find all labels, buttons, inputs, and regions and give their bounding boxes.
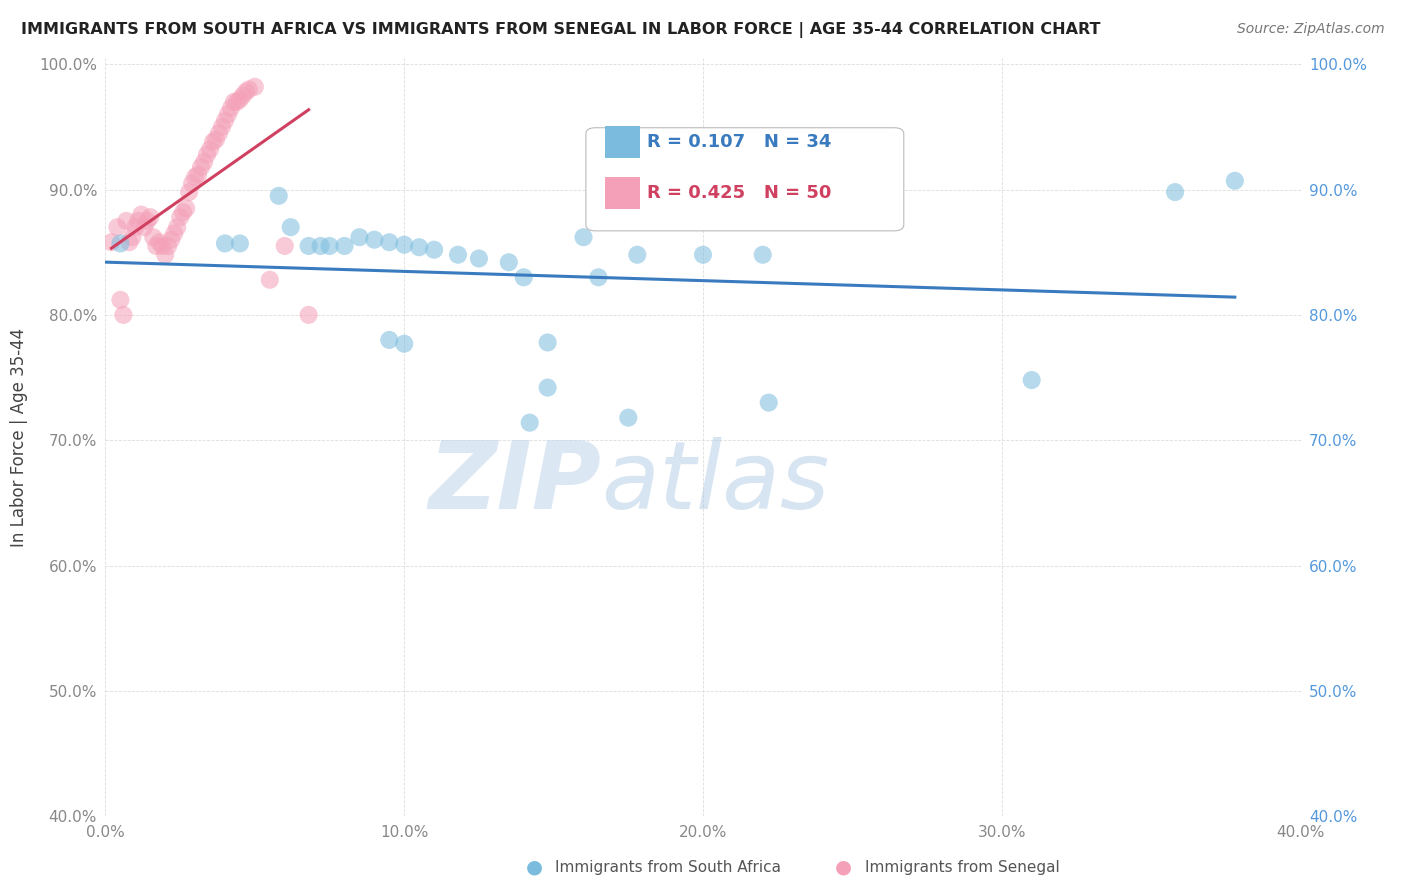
Point [468, 252, 491, 266]
Point [235, 85, 257, 99]
Point [139, 210, 162, 224]
Point [184, 169, 207, 184]
Point [118, 235, 141, 250]
Point [142, 230, 165, 244]
Point [107, 220, 129, 235]
Point [100, 235, 122, 250]
Point [222, 95, 245, 109]
FancyBboxPatch shape [586, 128, 904, 231]
Point [536, 335, 558, 350]
Point [229, 236, 252, 251]
Point [110, 293, 132, 307]
Point [617, 410, 640, 425]
Point [298, 239, 321, 253]
Point [394, 237, 416, 252]
Point [408, 240, 430, 254]
Point [232, 88, 254, 103]
Point [190, 160, 212, 174]
Text: IMMIGRANTS FROM SOUTH AFRICA VS IMMIGRANTS FROM SENEGAL IN LABOR FORCE | AGE 35-: IMMIGRANTS FROM SOUTH AFRICA VS IMMIGRAN… [21, 22, 1101, 38]
Text: Immigrants from Senegal: Immigrants from Senegal [865, 860, 1060, 874]
Point [378, 333, 401, 347]
Point [229, 92, 252, 106]
Point [626, 248, 648, 262]
Point [195, 147, 218, 161]
Point [211, 120, 233, 134]
Point [394, 336, 416, 351]
Point [214, 113, 236, 128]
Text: R = 0.107   N = 34: R = 0.107 N = 34 [647, 133, 831, 151]
Point [115, 214, 138, 228]
Point [423, 243, 446, 257]
Text: atlas: atlas [602, 437, 830, 528]
Point [205, 132, 228, 146]
Point [519, 416, 541, 430]
Point [124, 220, 146, 235]
Point [572, 230, 595, 244]
Point [160, 233, 183, 247]
Point [259, 273, 281, 287]
Point [129, 208, 153, 222]
Point [163, 227, 186, 241]
Point [536, 381, 558, 395]
Point [692, 248, 714, 262]
Point [273, 239, 295, 253]
Point [112, 308, 135, 322]
Point [157, 239, 180, 253]
Point [127, 214, 149, 228]
Point [1164, 185, 1187, 199]
Point [219, 101, 242, 115]
Point [148, 235, 170, 250]
Point [155, 248, 177, 262]
FancyBboxPatch shape [605, 126, 640, 158]
Point [243, 79, 266, 94]
Text: Immigrants from South Africa: Immigrants from South Africa [555, 860, 782, 874]
Point [378, 235, 401, 250]
Point [121, 230, 143, 244]
Point [110, 236, 132, 251]
Point [298, 308, 321, 322]
Point [280, 220, 302, 235]
Point [166, 220, 188, 235]
Point [751, 248, 773, 262]
Point [588, 270, 610, 285]
Point [1021, 373, 1043, 387]
Text: ZIP: ZIP [429, 436, 602, 529]
Point [349, 230, 371, 244]
Point [214, 236, 236, 251]
Point [198, 143, 221, 157]
Point [447, 248, 470, 262]
Point [150, 239, 173, 253]
Point [363, 233, 385, 247]
Point [202, 135, 225, 149]
Point [225, 95, 249, 109]
Point [187, 168, 209, 182]
Point [177, 185, 201, 199]
Point [172, 205, 194, 219]
Point [217, 107, 239, 121]
Y-axis label: In Labor Force | Age 35-44: In Labor Force | Age 35-44 [10, 327, 28, 547]
Point [169, 210, 191, 224]
Point [208, 126, 231, 140]
Point [136, 214, 159, 228]
Point [1223, 174, 1246, 188]
Point [238, 82, 260, 96]
Point [193, 155, 215, 169]
Point [333, 239, 356, 253]
Text: ●: ● [835, 857, 852, 877]
Text: R = 0.425   N = 50: R = 0.425 N = 50 [647, 184, 831, 202]
Point [309, 239, 332, 253]
Point [181, 176, 204, 190]
Point [174, 202, 197, 216]
Point [498, 255, 520, 269]
Point [267, 189, 290, 203]
Point [134, 220, 156, 235]
FancyBboxPatch shape [605, 177, 640, 209]
Text: Source: ZipAtlas.com: Source: ZipAtlas.com [1237, 22, 1385, 37]
Point [758, 395, 780, 409]
Point [318, 239, 340, 253]
Point [513, 270, 536, 285]
Text: ●: ● [526, 857, 543, 877]
Point [145, 239, 167, 253]
